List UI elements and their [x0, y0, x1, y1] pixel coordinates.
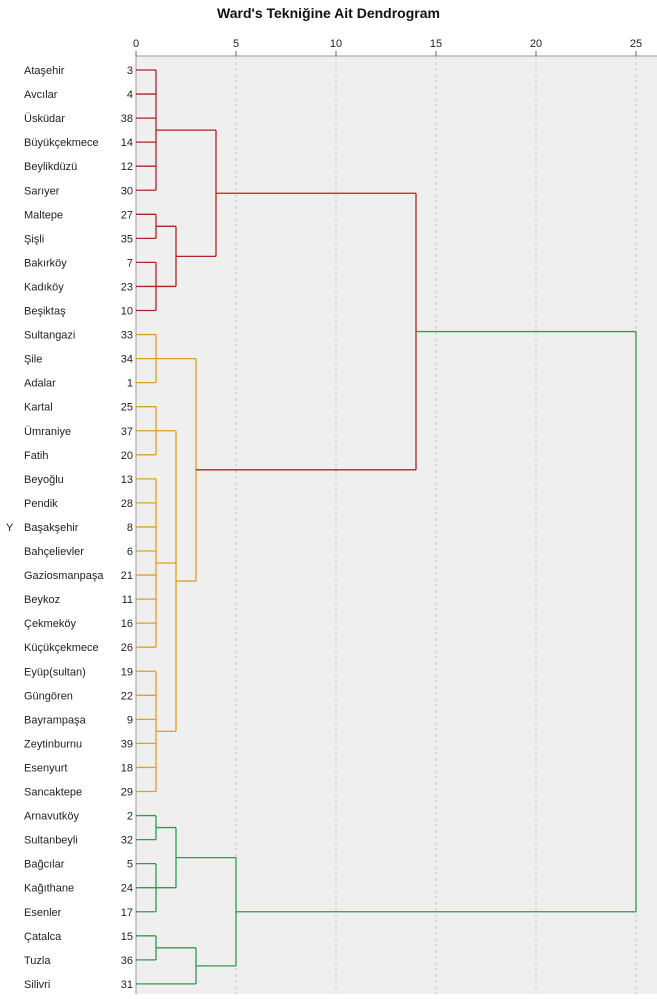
leaf-id-label: 30 — [121, 185, 133, 197]
x-tick-label: 15 — [430, 38, 442, 50]
leaf-name-label: Fatih — [24, 450, 48, 462]
leaf-name-label: Arnavutköy — [24, 811, 80, 823]
leaf-id-label: 34 — [121, 354, 133, 366]
leaf-id-label: 2 — [127, 811, 133, 823]
leaf-name-label: Maltepe — [24, 209, 63, 221]
leaf-name-label: Ataşehir — [24, 65, 65, 77]
leaf-name-label: Pendik — [24, 498, 58, 510]
leaf-name-label: Başakşehir — [24, 522, 79, 534]
leaf-id-label: 24 — [121, 883, 133, 895]
leaf-name-label: Silivri — [24, 979, 50, 991]
leaf-name-label: Şişli — [24, 233, 44, 245]
leaf-name-label: Beyoğlu — [24, 474, 64, 486]
leaf-id-label: 31 — [121, 979, 133, 991]
leaf-name-label: Sancaktepe — [24, 787, 82, 799]
leaf-name-label: Beylikdüzü — [24, 161, 77, 173]
leaf-name-label: Bahçelievler — [24, 546, 84, 558]
leaf-id-label: 12 — [121, 161, 133, 173]
leaf-labels: Ataşehir 3 Avcılar 4 Üsküdar 38 Büyükçekmece 14… — [24, 65, 133, 991]
leaf-id-label: 33 — [121, 330, 133, 342]
leaf-id-label: 17 — [121, 907, 133, 919]
leaf-name-label: Kadıköy — [24, 281, 64, 293]
leaf-name-label: Beşiktaş — [24, 306, 66, 318]
leaf-id-label: 29 — [121, 787, 133, 799]
leaf-id-label: 4 — [127, 89, 133, 101]
leaf-name-label: Bayrampaşa — [24, 714, 87, 726]
leaf-name-label: Çekmeköy — [24, 618, 76, 630]
leaf-id-label: 8 — [127, 522, 133, 534]
leaf-id-label: 22 — [121, 690, 133, 702]
leaf-name-label: Çatalca — [24, 931, 62, 943]
chart-title: Ward's Tekniğine Ait Dendrogram — [217, 5, 440, 21]
leaf-id-label: 16 — [121, 618, 133, 630]
leaf-name-label: Küçükçekmece — [24, 642, 99, 654]
x-axis-ticks: 0 5 10 15 20 25 — [133, 38, 642, 56]
leaf-id-label: 9 — [127, 714, 133, 726]
x-tick-label: 0 — [133, 38, 139, 50]
leaf-name-label: Sarıyer — [24, 185, 60, 197]
leaf-id-label: 14 — [121, 137, 133, 149]
leaf-id-label: 23 — [121, 281, 133, 293]
leaf-id-label: 10 — [121, 306, 133, 318]
leaf-name-label: Sultanbeyli — [24, 835, 78, 847]
leaf-name-label: Esenyurt — [24, 762, 67, 774]
leaf-id-label: 28 — [121, 498, 133, 510]
leaf-name-label: Üsküdar — [24, 113, 65, 125]
leaf-name-label: Adalar — [24, 378, 56, 390]
leaf-name-label: Şile — [24, 354, 42, 366]
leaf-id-label: 27 — [121, 209, 133, 221]
leaf-id-label: 18 — [121, 762, 133, 774]
leaf-name-label: Büyükçekmece — [24, 137, 99, 149]
leaf-id-label: 1 — [127, 378, 133, 390]
leaf-id-label: 32 — [121, 835, 133, 847]
leaf-id-label: 15 — [121, 931, 133, 943]
leaf-name-label: Güngören — [24, 690, 73, 702]
leaf-id-label: 6 — [127, 546, 133, 558]
leaf-name-label: Kartal — [24, 402, 53, 414]
leaf-id-label: 26 — [121, 642, 133, 654]
leaf-name-label: Bağcılar — [24, 859, 65, 871]
leaf-id-label: 21 — [121, 570, 133, 582]
leaf-name-label: Avcılar — [24, 89, 58, 101]
leaf-name-label: Bakırköy — [24, 257, 67, 269]
leaf-name-label: Esenler — [24, 907, 62, 919]
x-tick-label: 20 — [530, 38, 542, 50]
leaf-id-label: 3 — [127, 65, 133, 77]
leaf-id-label: 19 — [121, 666, 133, 678]
leaf-id-label: 13 — [121, 474, 133, 486]
plot-area — [136, 56, 657, 994]
marker: Y — [6, 522, 14, 534]
leaf-name-label: Kağıthane — [24, 883, 74, 895]
leaf-name-label: Tuzla — [24, 955, 51, 967]
leaf-id-label: 7 — [127, 257, 133, 269]
leaf-id-label: 36 — [121, 955, 133, 967]
leaf-id-label: 25 — [121, 402, 133, 414]
leaf-name-label: Eyüp(sultan) — [24, 666, 86, 678]
dendrogram-links — [136, 69, 637, 985]
leaf-name-label: Sultangazi — [24, 330, 75, 342]
leaf-name-label: Beykoz — [24, 594, 60, 606]
x-tick-label: 25 — [630, 38, 642, 50]
leaf-id-label: 35 — [121, 233, 133, 245]
x-tick-label: 10 — [330, 38, 342, 50]
leaf-id-label: 37 — [121, 426, 133, 438]
leaf-id-label: 38 — [121, 113, 133, 125]
leaf-name-label: Ümraniye — [24, 426, 71, 438]
marker-symbol: Y — [6, 522, 14, 534]
x-tick-label: 5 — [233, 38, 239, 50]
leaf-id-label: 39 — [121, 738, 133, 750]
leaf-name-label: Zeytinburnu — [24, 738, 82, 750]
leaf-id-label: 20 — [121, 450, 133, 462]
leaf-id-label: 11 — [122, 594, 133, 606]
leaf-id-label: 5 — [127, 859, 133, 871]
leaf-name-label: Gaziosmanpaşa — [24, 570, 104, 582]
